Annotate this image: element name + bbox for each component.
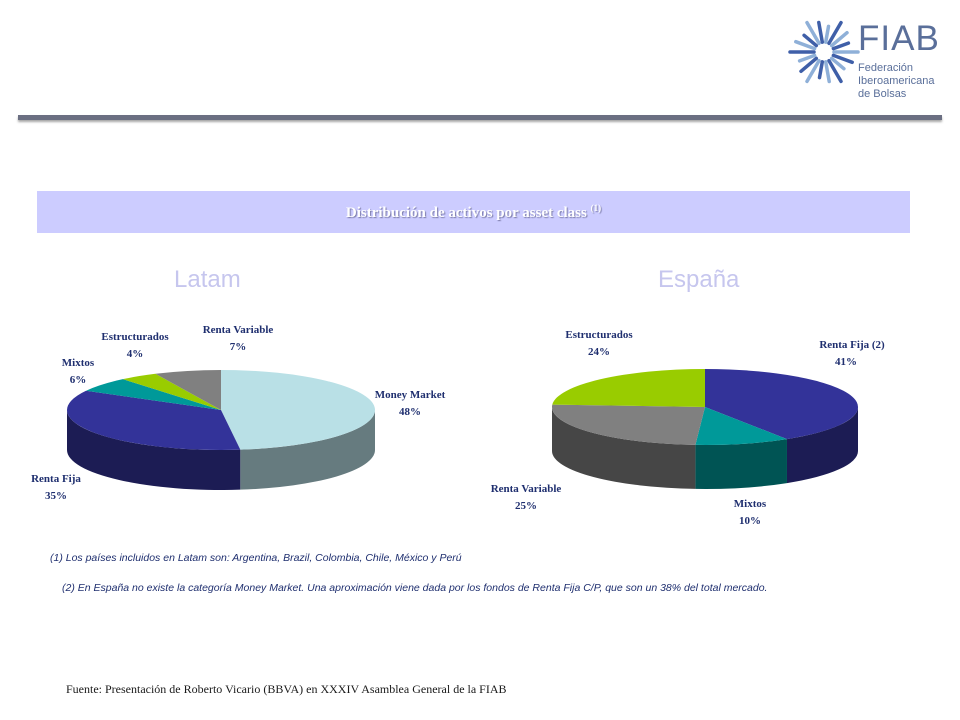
logo-subtitle-line-1: Federación [858, 62, 914, 74]
slice-value-label: 24% [588, 346, 610, 358]
header-divider [18, 115, 942, 120]
slice-value-label: 10% [739, 515, 761, 527]
slice-value-label: 41% [835, 356, 857, 368]
logo-ray [827, 20, 843, 46]
pie-slice-renta-fija- [705, 369, 859, 440]
logo-ray [827, 58, 843, 84]
logo-ray [817, 20, 825, 44]
logo-name: FIAB [858, 19, 940, 58]
slice-value-label: 6% [70, 374, 87, 386]
pie-slice-renta-fija [67, 390, 241, 450]
pie-slice-estructurados [552, 369, 705, 407]
pie-side-renta-fija [67, 410, 241, 490]
pie-slice-estructurados [122, 373, 221, 410]
slice-name-label: Renta Fija (2) [819, 339, 885, 351]
pie-side-renta-variable [552, 407, 696, 489]
fiab-logo-starburst-icon [788, 20, 860, 84]
logo-ray [799, 56, 819, 74]
footnote-1: (1) Los países incluidos en Latam son: A… [50, 552, 462, 564]
pie-slice-mixtos [695, 407, 787, 445]
logo-ray [831, 53, 854, 65]
logo-ray [817, 60, 825, 80]
slice-name-label: Estructurados [101, 331, 169, 343]
slice-name-label: Mixtos [62, 357, 95, 369]
pie-side-money-market [240, 410, 375, 490]
logo-ray [829, 56, 846, 71]
espana-title: España [658, 266, 740, 293]
slice-name-label: Mixtos [734, 498, 767, 510]
pie-side-renta-fija- [786, 407, 858, 484]
logo-ray [805, 20, 821, 46]
logo-subtitle-line-2: Iberoamericana [858, 75, 935, 87]
logo-ray [797, 53, 817, 63]
section-banner: Distribución de activos por asset class … [37, 191, 910, 233]
slice-value-label: 25% [515, 500, 537, 512]
slice-value-label: 4% [127, 348, 144, 360]
logo-ray [794, 39, 817, 51]
fiab-logo: FIAB Federación Iberoamericana de Bolsas [858, 19, 940, 101]
pie-slice-renta-variable [155, 370, 221, 410]
slice-name-label: Money Market [375, 389, 446, 401]
slice-value-label: 48% [399, 406, 421, 418]
pie-side-mixtos [695, 439, 787, 489]
logo-ray [831, 41, 851, 51]
logo-ray [805, 58, 821, 84]
pie-slice-money-market [221, 370, 376, 450]
logo-subtitle-line-3: de Bolsas [858, 88, 907, 100]
slice-value-label: 7% [230, 341, 247, 353]
slice-name-label: Renta Variable [491, 483, 562, 495]
slice-value-label: 35% [45, 490, 67, 502]
footnote-2: (2) En España no existe la categoría Mon… [62, 582, 768, 594]
banner-note-mark: (1) [590, 202, 602, 213]
slice-name-label: Estructurados [565, 329, 633, 341]
pie-slice-renta-variable [552, 404, 705, 445]
logo-ray [823, 24, 831, 44]
logo-subtitle: Federación Iberoamericana de Bolsas [858, 62, 940, 101]
banner-title: Distribución de activos por asset class … [346, 203, 601, 222]
source-line: Fuente: Presentación de Roberto Vicario … [66, 682, 507, 696]
logo-ray [823, 60, 831, 84]
logo-ray [802, 33, 819, 48]
slice-name-label: Renta Fija [31, 473, 81, 485]
banner-title-text: Distribución de activos por asset class [345, 204, 587, 221]
latam-title: Latam [174, 266, 241, 293]
logo-ray [829, 30, 849, 48]
pie-slice-mixtos [86, 379, 222, 410]
slice-name-label: Renta Variable [203, 324, 274, 336]
